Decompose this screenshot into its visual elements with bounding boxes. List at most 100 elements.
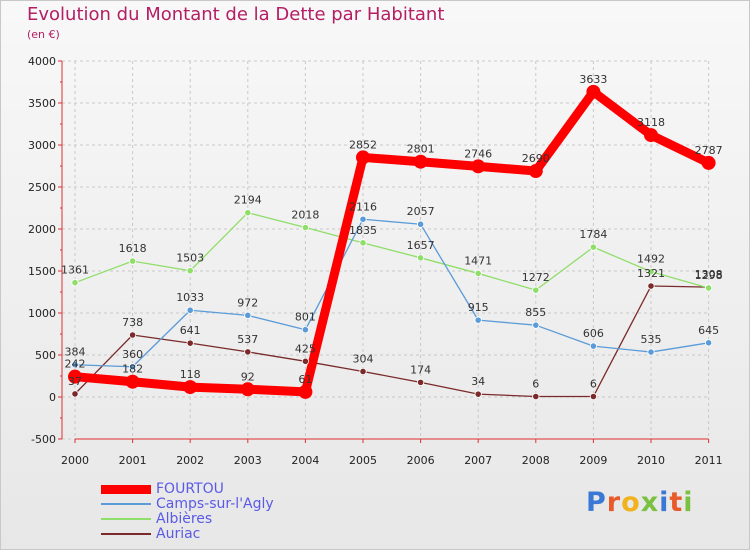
data-point	[71, 361, 79, 369]
data-point	[244, 311, 252, 319]
x-tick-label: 2005	[349, 454, 377, 467]
data-label: 61	[298, 373, 312, 386]
y-tick-label: 1000	[28, 307, 56, 320]
series-line	[74, 218, 710, 368]
chart-unit: (en €)	[27, 28, 60, 41]
data-label: 1657	[407, 239, 435, 252]
data-point	[474, 390, 482, 398]
data-label: 915	[468, 301, 489, 314]
data-label: 645	[698, 324, 719, 337]
data-point	[644, 128, 658, 143]
data-point	[125, 374, 140, 389]
logo-letter: i	[683, 487, 694, 518]
data-point	[704, 284, 713, 292]
y-tick-label: 0	[49, 391, 56, 404]
y-tick-label: 500	[35, 349, 56, 362]
data-point	[474, 269, 482, 278]
y-tick-label: 1500	[28, 265, 56, 278]
y-tick-label: 3000	[28, 139, 56, 152]
data-label: 738	[122, 316, 143, 329]
data-point	[244, 348, 252, 356]
data-label: 1618	[119, 242, 147, 255]
data-point	[71, 279, 79, 287]
data-point	[301, 357, 309, 365]
legend-swatch	[101, 533, 151, 535]
data-label: 1321	[637, 267, 665, 280]
data-label: 1835	[349, 224, 377, 237]
data-label: 2801	[407, 143, 435, 156]
logo-letter: i	[659, 487, 670, 518]
legend-label: Camps-sur-l'Agly	[156, 496, 274, 512]
chart-title: Evolution du Montant de la Dette par Hab…	[27, 4, 445, 25]
data-point	[356, 150, 370, 165]
data-point	[532, 286, 540, 294]
data-point	[359, 239, 367, 247]
x-tick-label: 2008	[522, 454, 550, 467]
data-label: 2018	[291, 208, 319, 221]
data-point	[471, 159, 486, 174]
data-label: 972	[237, 296, 258, 309]
data-point	[186, 306, 194, 314]
data-label: 641	[180, 324, 201, 337]
data-point	[186, 267, 194, 275]
data-label: 3633	[579, 73, 607, 86]
data-point	[129, 257, 137, 265]
data-label: 92	[241, 370, 255, 383]
data-point	[704, 339, 713, 347]
series-line	[74, 285, 710, 398]
data-point	[701, 155, 716, 170]
y-tick-label: 2500	[28, 181, 56, 194]
data-label: 855	[525, 306, 546, 319]
legend-label: Auriac	[156, 526, 201, 542]
data-point	[183, 380, 198, 395]
data-point	[532, 392, 540, 401]
data-label: 2116	[349, 200, 377, 213]
data-label: 1308	[695, 268, 723, 281]
data-point	[586, 84, 601, 99]
data-label: 3118	[637, 116, 665, 129]
data-label: 118	[180, 368, 201, 381]
data-point	[532, 321, 540, 329]
data-point	[244, 209, 252, 217]
data-point	[416, 220, 425, 228]
x-tick-label: 2000	[61, 454, 89, 467]
legend-swatch	[101, 484, 151, 494]
x-tick-label: 2007	[464, 454, 492, 467]
data-label: 360	[122, 348, 143, 361]
logo-letter: r	[606, 487, 622, 518]
data-label: 174	[410, 363, 431, 376]
data-point	[474, 316, 482, 324]
data-point	[301, 326, 309, 334]
x-tick-label: 2003	[234, 454, 262, 467]
x-tick-label: 2002	[176, 454, 204, 467]
data-label: 1361	[61, 264, 89, 277]
data-point	[301, 223, 309, 232]
data-label: 1784	[579, 228, 607, 241]
data-label: 2746	[464, 147, 492, 160]
data-label: 242	[65, 358, 86, 371]
data-label: 2852	[349, 138, 377, 151]
data-point	[71, 390, 79, 398]
data-label: 1272	[522, 271, 550, 284]
y-tick-label: 4000	[28, 55, 56, 68]
legend-swatch	[101, 518, 151, 520]
data-label: 425	[295, 342, 316, 355]
x-tick-label: 2006	[407, 454, 435, 467]
proxiti-logo: Proxiti	[586, 487, 694, 518]
y-tick-label: -500	[31, 433, 56, 446]
logo-letter: o	[621, 487, 641, 518]
data-point	[298, 384, 313, 399]
series-line	[70, 87, 714, 397]
x-tick-label: 2004	[291, 454, 319, 467]
data-point	[416, 378, 425, 386]
data-label: 304	[353, 352, 374, 365]
data-point	[186, 339, 194, 347]
data-label: 1471	[464, 254, 492, 267]
legend-label: FOURTOU	[156, 481, 224, 497]
data-label: 1503	[176, 252, 204, 265]
data-point	[589, 243, 598, 251]
data-label: 1492	[637, 253, 665, 266]
data-labels: 242 182 118 92 61 2852 2801 2746 2690 3633 3118 278…	[61, 73, 723, 391]
data-point	[129, 363, 137, 371]
